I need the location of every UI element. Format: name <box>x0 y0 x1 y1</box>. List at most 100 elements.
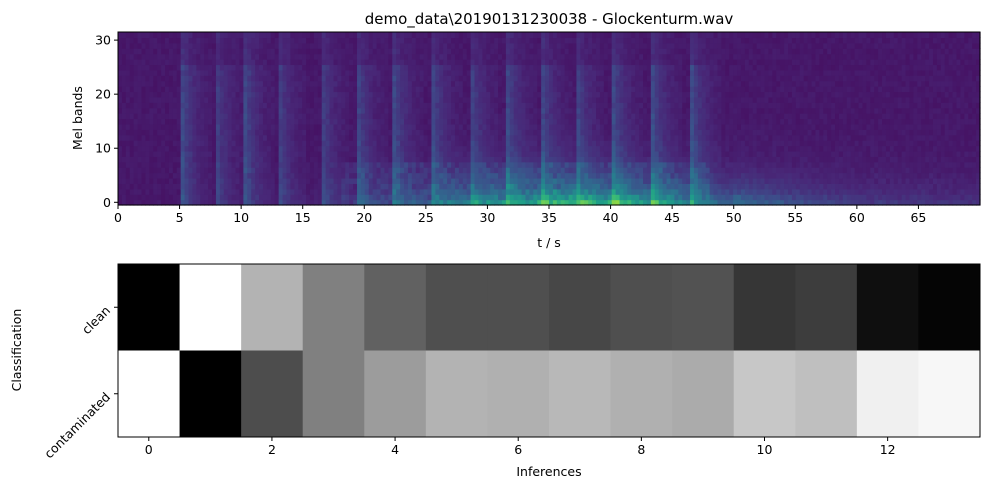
spectrogram-cell <box>439 80 444 87</box>
spectrogram-cell <box>357 145 362 152</box>
spectrogram-cell <box>184 199 190 206</box>
spectrogram-cell <box>458 177 464 184</box>
spectrogram-cell <box>165 188 170 195</box>
spectrogram-cell <box>309 32 315 39</box>
spectrogram-cell <box>454 48 460 55</box>
spectrogram-cell <box>443 53 448 60</box>
spectrogram-cell <box>302 42 307 49</box>
spectrogram-cell <box>588 188 593 195</box>
spectrogram-cell <box>572 177 578 184</box>
spectrogram-cell <box>184 53 190 60</box>
spectrogram-cell <box>693 156 699 163</box>
spectrogram-cell <box>494 48 499 55</box>
spectrogram-cell <box>360 140 366 147</box>
spectrogram-cell <box>549 59 554 66</box>
spectrogram-cell <box>470 161 476 168</box>
spectrogram-cell <box>121 91 127 98</box>
spectrogram-cell <box>137 123 143 130</box>
spectrogram-cell <box>125 161 131 168</box>
spectrogram-cell <box>208 42 213 49</box>
spectrogram-cell <box>439 48 444 55</box>
spectrogram-cell <box>313 102 319 109</box>
spectrogram-cell <box>235 172 241 179</box>
spectrogram-cell <box>204 32 209 39</box>
spectrogram-cell <box>243 80 248 87</box>
spectrogram-cell <box>529 64 534 71</box>
spectrogram-cell <box>533 177 538 184</box>
spectrogram-cell <box>498 107 503 114</box>
spectrogram-cell <box>172 183 178 190</box>
spectrogram-cell <box>619 183 625 190</box>
spectrogram-cell <box>662 113 668 120</box>
spectrogram-cell <box>239 140 244 147</box>
spectrogram-cell <box>470 167 476 174</box>
spectrogram-cell <box>125 80 131 87</box>
spectrogram-cell <box>643 102 648 109</box>
spectrogram-cell <box>533 183 538 190</box>
spectrogram-cell <box>149 167 154 174</box>
spectrogram-cell <box>631 150 636 157</box>
spectrogram-cell <box>235 123 241 130</box>
spectrogram-cell <box>505 96 511 103</box>
spectrogram-cell <box>501 96 507 103</box>
spectrogram-cell <box>384 102 389 109</box>
spectrogram-cell <box>482 161 487 168</box>
spectrogram-cell <box>556 161 562 168</box>
spectrogram-cell <box>141 156 147 163</box>
spectrogram-cell <box>196 64 201 71</box>
spectrogram-cell <box>611 123 617 130</box>
spectrogram-cell <box>521 188 527 195</box>
spectrogram-cell <box>294 145 299 152</box>
spectrogram-cell <box>486 96 491 103</box>
spectrogram-cell <box>231 113 237 120</box>
spectrogram-cell <box>192 42 197 49</box>
spectrogram-cell <box>313 53 319 60</box>
spectrogram-cell <box>384 194 389 201</box>
spectrogram-cell <box>498 64 503 71</box>
spectrogram-cell <box>603 134 609 141</box>
spectrogram-cell <box>153 113 158 120</box>
spectrogram-cell <box>701 123 707 130</box>
spectrogram-cell <box>501 150 507 157</box>
spectrogram-cell <box>631 177 636 184</box>
spectrogram-cell <box>357 75 362 82</box>
spectrogram-cell <box>596 64 601 71</box>
spectrogram-cell <box>529 188 534 195</box>
spectrogram-cell <box>643 37 648 44</box>
spectrogram-cell <box>411 129 417 136</box>
spectrogram-cell <box>713 194 719 201</box>
spectrogram-cell <box>490 150 495 157</box>
spectrogram-cell <box>380 118 386 125</box>
spectrogram-cell <box>364 199 370 206</box>
spectrogram-cell <box>541 129 546 136</box>
spectrogram-cell <box>607 59 613 66</box>
spectrogram-cell <box>165 194 170 201</box>
spectrogram-cell <box>588 194 593 201</box>
spectrogram-cell <box>556 188 562 195</box>
spectrogram-cell <box>302 86 307 93</box>
spectrogram-cell <box>501 188 507 195</box>
spectrogram-cell <box>427 64 433 71</box>
spectrogram-cell <box>376 145 382 152</box>
spectrogram-cell <box>525 96 531 103</box>
spectrogram-cell <box>368 194 374 201</box>
spectrogram-cell <box>176 96 182 103</box>
spectrogram-cell <box>592 140 597 147</box>
spectrogram-cell <box>141 75 147 82</box>
spectrogram-cell <box>368 37 374 44</box>
spectrogram-cell <box>650 172 656 179</box>
spectrogram-cell <box>725 107 730 114</box>
spectrogram-cell <box>388 188 393 195</box>
spectrogram-cell <box>153 134 158 141</box>
spectrogram-cell <box>153 48 158 55</box>
spectrogram-cell <box>172 53 178 60</box>
spectrogram-cell <box>341 118 346 125</box>
spectrogram-cell <box>494 75 499 82</box>
spectrogram-cell <box>505 129 511 136</box>
spectrogram-cell <box>376 48 382 55</box>
spectrogram-cell <box>294 96 299 103</box>
spectrogram-cell <box>627 129 632 136</box>
spectrogram-cell <box>286 118 291 125</box>
spectrogram-cell <box>215 140 221 147</box>
spectrogram-cell <box>400 172 405 179</box>
